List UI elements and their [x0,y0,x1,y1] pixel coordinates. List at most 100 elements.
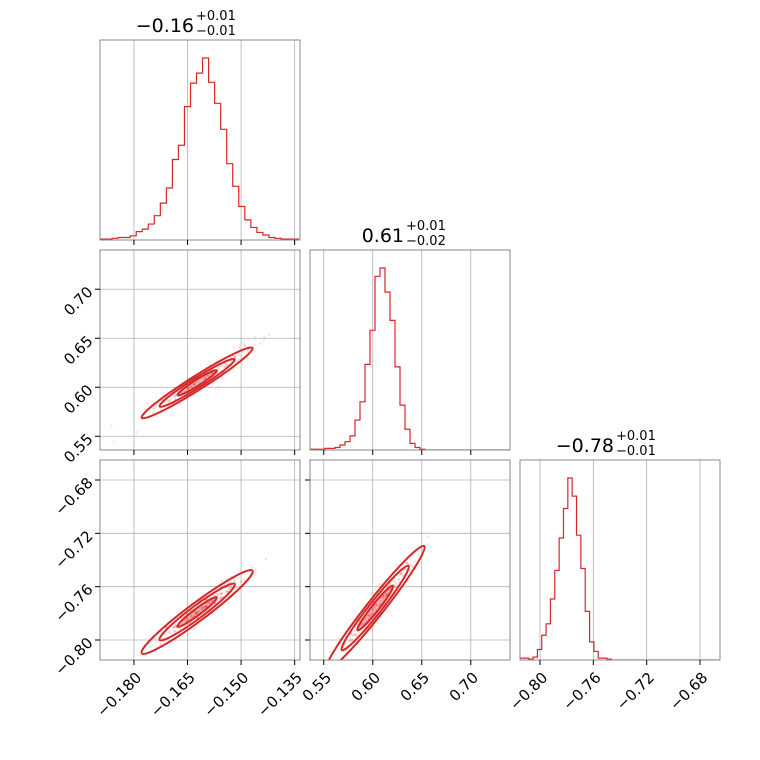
scatter-point [152,408,155,411]
scatter-point [216,368,220,371]
x-tick-label: −0.135 [254,669,306,721]
scatter-point [203,375,207,378]
scatter-point [112,440,115,443]
scatter-point [369,614,372,617]
scatter-point [216,592,219,595]
scatter-point [203,377,206,380]
title-p0: −0.16 [136,15,194,37]
scatter-point [205,605,208,608]
scatter-point [386,592,389,595]
y-tick-label: −0.68 [51,474,96,519]
scatter-point [193,613,196,617]
scatter-point [201,606,204,609]
scatter-point [378,583,382,586]
scatter-point [220,579,223,583]
scatter-point [375,603,378,606]
scatter-point [351,634,355,637]
scatter-point [375,604,378,607]
scatter-point [251,566,254,570]
scatter-point [167,631,171,634]
scatter-point [378,602,382,606]
contour-level [176,596,218,628]
scatter-point [367,614,370,617]
scatter-point [208,601,211,604]
scatter-point [368,613,371,617]
scatter-point [217,366,221,369]
contour-level [324,544,426,660]
title-plus-p1: +0.01 [406,219,446,234]
y-tick-label: 0.70 [60,283,96,319]
scatter-point [159,408,162,411]
scatter-point [226,590,229,593]
scatter-point [399,573,402,576]
title-plus-p0: +0.01 [196,9,236,24]
scatter-point [203,606,206,609]
scatter-point [173,625,176,629]
x-tick-label: −0.80 [506,669,551,714]
scatter-point [187,387,190,390]
scatter-point [207,374,210,377]
scatter-point [410,564,414,567]
scatter-point [375,602,378,605]
x-tick-label: −0.76 [559,669,604,714]
scatter-point [379,601,382,604]
scatter-point [194,612,197,615]
scatter-point [238,353,241,357]
scatter-point [197,610,200,613]
scatter-point [195,612,198,615]
scatter-point [406,562,409,565]
scatter-point [151,411,154,415]
scatter-point [193,382,196,386]
scatter-point [204,606,207,609]
scatter-point [194,610,197,613]
scatter-point [214,592,218,596]
scatter-point [264,557,267,560]
scatter-point [200,608,204,611]
scatter-point [259,342,262,345]
scatter-point [243,344,246,347]
scatter-point [348,640,352,643]
scatter-point [263,336,266,339]
scatter-point [143,407,146,410]
scatter-point [254,336,257,339]
scatter-point [371,608,375,612]
scatter-point [174,623,177,626]
scatter-point [397,578,401,581]
hist-panel-p2 [520,460,720,660]
scatter-point [185,620,188,623]
scatter-point [394,586,397,589]
x-tick-label: −0.68 [666,669,711,714]
contour-panel-p0_p1 [100,250,300,450]
scatter-point [219,596,222,599]
contour-level [140,569,254,655]
scatter-point [397,578,400,581]
scatter-point [246,349,249,352]
scatter-point [220,591,224,595]
scatter-point [239,580,242,584]
scatter-point [233,580,236,583]
scatter-point [219,364,222,367]
hist-panel-p0 [100,40,300,240]
scatter-point [417,553,420,556]
x-tick-label: 0.70 [446,669,482,705]
scatter-point [184,619,187,622]
scatter-point [237,576,240,579]
scatter-point [174,394,177,397]
scatter-point [218,597,221,600]
scatter-point [402,574,405,577]
scatter-point [242,578,246,581]
scatter-point [229,585,232,588]
scatter-point [229,587,232,590]
scatter-point [394,583,397,586]
title-minus-p1: −0.02 [406,234,446,249]
scatter-point [382,597,385,600]
x-tick-label: 0.65 [397,669,433,705]
scatter-point [110,424,113,427]
scatter-point [220,592,223,595]
scatter-point [152,407,156,410]
scatter-point [385,594,388,597]
scatter-point [226,590,229,593]
scatter-point [201,608,204,611]
scatter-point [193,611,197,615]
